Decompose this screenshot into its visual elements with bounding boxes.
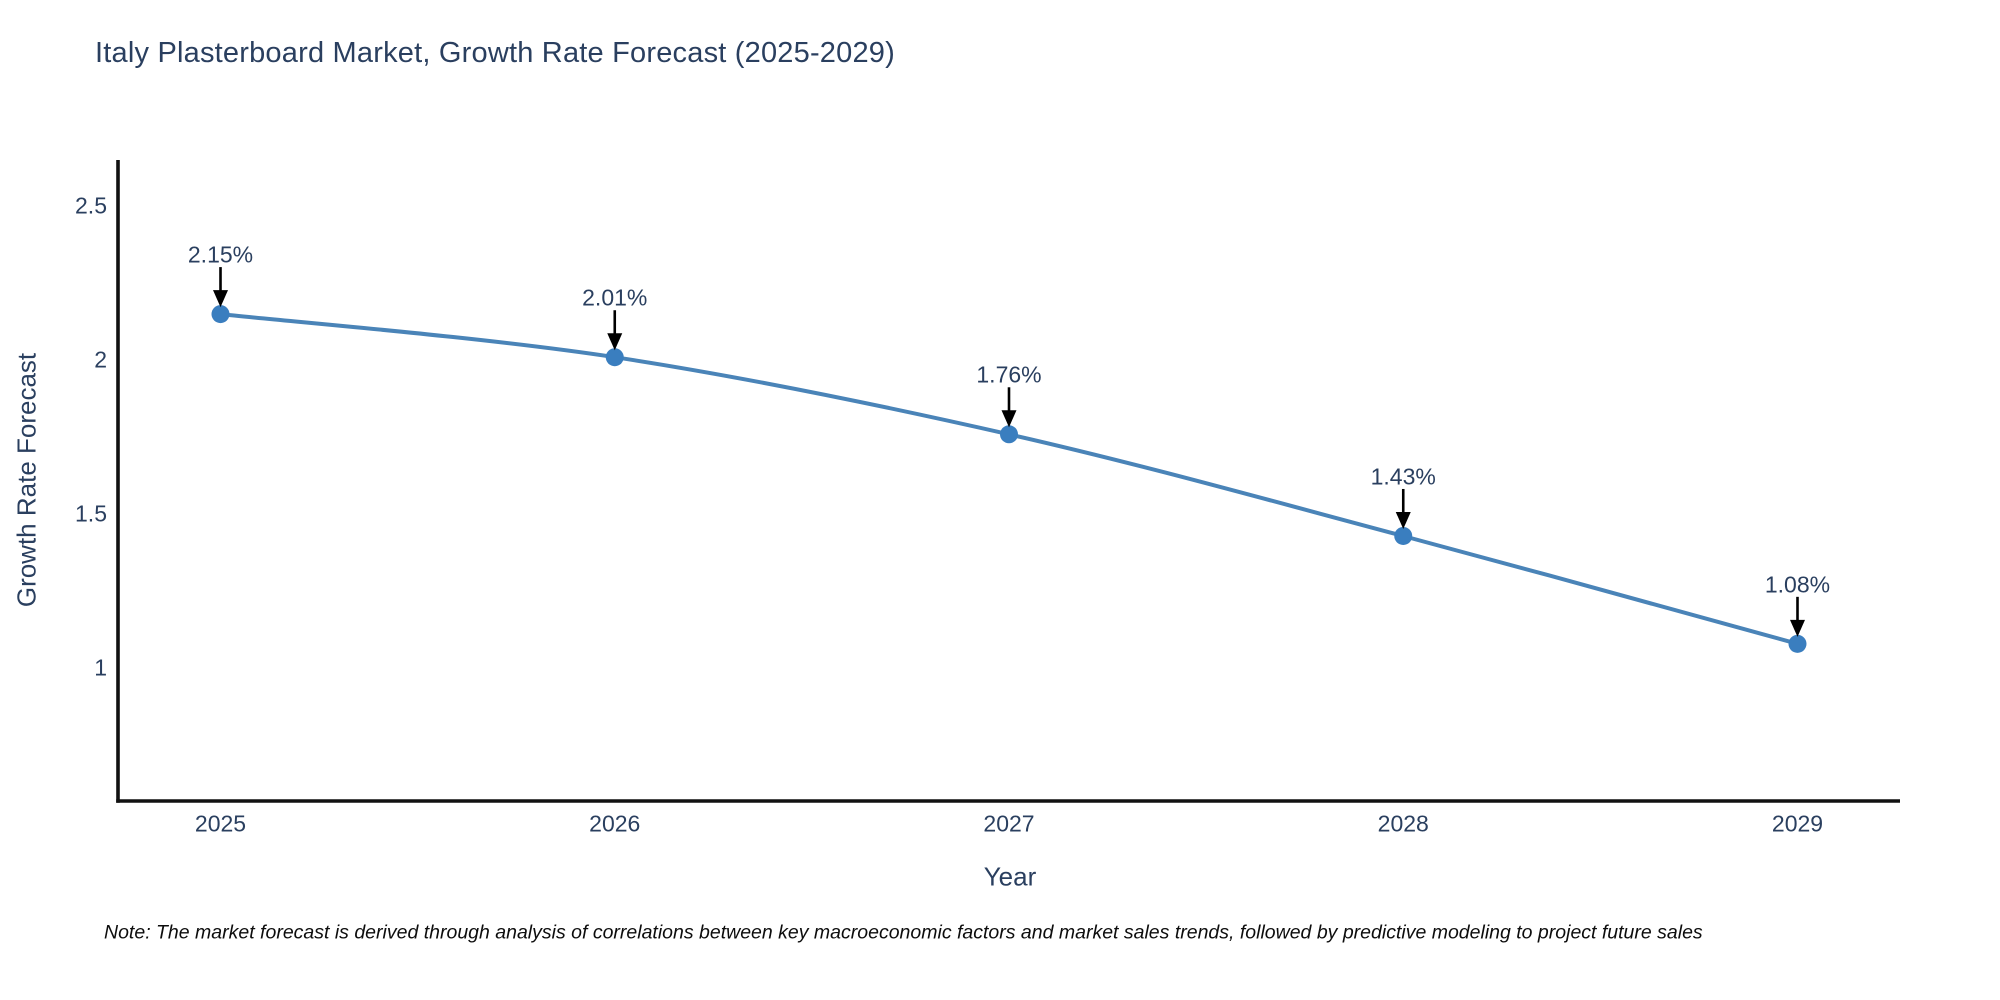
- y-tick-label: 2: [94, 346, 107, 373]
- annotation-arrowhead-icon: [607, 333, 623, 351]
- annotation-arrowhead-icon: [1395, 511, 1411, 529]
- point-value-label: 2.01%: [582, 284, 648, 311]
- chart-title: Italy Plasterboard Market, Growth Rate F…: [95, 37, 895, 70]
- data-point-marker: [1000, 425, 1018, 444]
- x-tick-label: 2029: [1771, 810, 1824, 837]
- y-tick-label: 1: [94, 654, 107, 681]
- point-value-label: 1.08%: [1764, 571, 1831, 598]
- data-point-marker: [605, 348, 624, 367]
- annotation-arrowhead-icon: [213, 290, 229, 308]
- y-tick-label: 1.5: [75, 500, 107, 527]
- data-point-marker: [1788, 634, 1807, 653]
- annotation-arrowhead-icon: [1789, 619, 1805, 637]
- x-tick-label: 2025: [194, 810, 247, 837]
- point-value-label: 1.76%: [976, 361, 1042, 388]
- x-tick-label: 2028: [1377, 810, 1429, 837]
- x-axis-title: Year: [983, 861, 1037, 892]
- y-axis-title: Growth Rate Forecast: [11, 352, 42, 608]
- data-point-marker: [1394, 526, 1413, 545]
- x-tick-label: 2027: [983, 810, 1035, 837]
- annotation-arrowhead-icon: [1001, 410, 1017, 428]
- y-tick-label: 2.5: [75, 192, 107, 219]
- point-value-label: 1.43%: [1370, 463, 1436, 490]
- data-point-marker: [211, 305, 230, 324]
- chart-note: Note: The market forecast is derived thr…: [104, 921, 1703, 944]
- point-value-label: 2.15%: [187, 241, 254, 268]
- x-tick-label: 2026: [589, 810, 641, 837]
